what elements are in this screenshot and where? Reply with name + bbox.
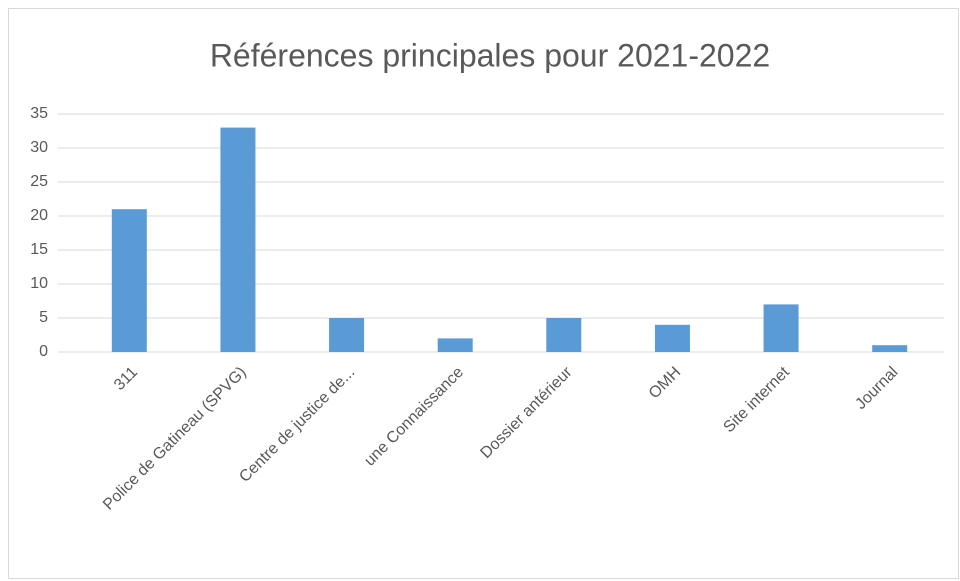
y-tick-label: 20 [30, 207, 48, 224]
y-tick-label: 10 [30, 275, 48, 292]
bar [872, 345, 908, 352]
bar [546, 318, 582, 352]
y-tick-label: 15 [30, 241, 48, 258]
bar [220, 127, 256, 352]
y-tick-label: 0 [39, 343, 48, 360]
bar [111, 209, 147, 352]
y-tick-label: 30 [30, 139, 48, 156]
bar [763, 304, 799, 352]
chart-frame [8, 8, 959, 579]
bar [329, 318, 365, 352]
y-tick-label: 5 [39, 309, 48, 326]
bar [654, 324, 690, 352]
bar [437, 338, 473, 352]
y-tick-label: 35 [30, 105, 48, 122]
y-tick-label: 25 [30, 173, 48, 190]
chart-title: Références principales pour 2021-2022 [210, 37, 770, 73]
